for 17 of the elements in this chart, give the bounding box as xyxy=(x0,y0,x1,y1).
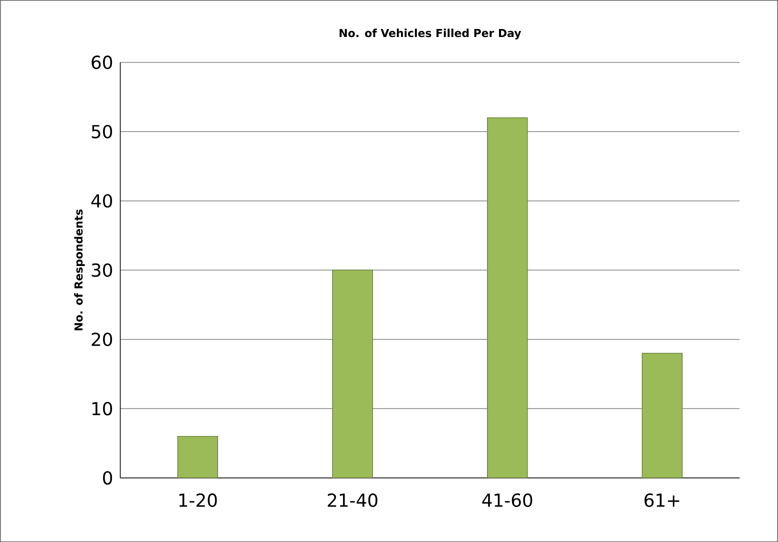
chart-title: No. of Vehicles Filled Per Day xyxy=(340,28,522,40)
bar xyxy=(177,436,218,478)
y-tick-label: 10 xyxy=(92,402,112,416)
x-tick-label: 41-60 xyxy=(482,493,532,507)
y-tick-label: 60 xyxy=(92,55,112,69)
y-tick-label: 20 xyxy=(92,332,112,346)
bar xyxy=(332,270,373,478)
y-tick-label: 40 xyxy=(91,194,112,208)
y-tick-label: 0 xyxy=(103,471,112,485)
bar xyxy=(642,352,683,478)
x-tick-label: 21-40 xyxy=(328,493,378,507)
y-tick-label: 30 xyxy=(92,263,112,277)
x-tick-label: 1-20 xyxy=(179,493,217,507)
y-tick-label: 50 xyxy=(92,124,112,138)
x-tick-label: 61+ xyxy=(644,493,680,507)
bar xyxy=(486,117,528,478)
y-axis-title: No. of Respondents xyxy=(74,209,85,330)
